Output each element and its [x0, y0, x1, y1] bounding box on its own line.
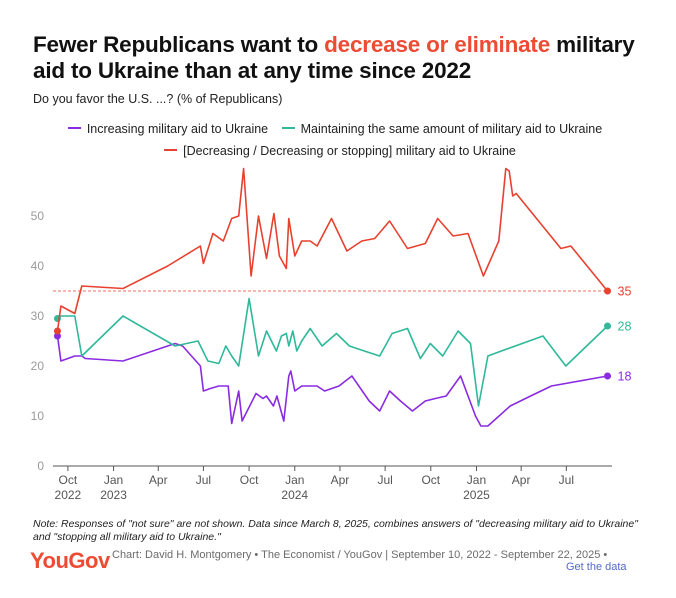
end-label-decrease: 35: [618, 285, 632, 299]
x-tick-label: Apr: [331, 473, 350, 487]
series-line-maintain: [57, 297, 609, 407]
get-the-data-link[interactable]: Get the data: [566, 561, 627, 573]
legend-swatch-maintain: [281, 127, 295, 130]
x-tick-label: Jan: [467, 473, 486, 487]
series-line-increase: [56, 335, 608, 427]
end-point-maintain: [604, 322, 612, 330]
x-tick-year-label: 2025: [463, 488, 490, 502]
chart-title: Fewer Republicans want to decrease or el…: [33, 32, 653, 84]
y-tick-label: 40: [31, 259, 45, 273]
x-tick-label: Apr: [149, 473, 168, 487]
legend-label-decrease: [Decreasing / Decreasing or stopping] mi…: [183, 144, 516, 158]
x-tick-label: Oct: [59, 473, 78, 487]
y-tick-label: 0: [37, 459, 44, 473]
yougov-logo: YouGov: [30, 548, 110, 573]
legend-item-decrease: [Decreasing / Decreasing or stopping] mi…: [164, 144, 516, 158]
title-highlight: decrease or eliminate: [324, 32, 551, 57]
legend-label-increase: Increasing military aid to Ukraine: [86, 122, 269, 136]
end-label-increase: 18: [618, 370, 632, 384]
end-point-increase: [604, 372, 612, 380]
series-line-decrease: [56, 167, 609, 332]
legend-swatch-decrease: [164, 149, 178, 152]
x-tick-label: Oct: [421, 473, 440, 487]
start-point-increase: [53, 332, 61, 340]
end-label-maintain: 28: [618, 320, 632, 334]
legend-item-maintain: Maintaining the same amount of military …: [281, 122, 603, 136]
x-tick-label: Jan: [104, 473, 123, 487]
end-point-decrease: [604, 287, 612, 295]
x-tick-label: Jul: [377, 473, 392, 487]
x-tick-year-label: 2023: [100, 488, 127, 502]
chart-note: Note: Responses of "not sure" are not sh…: [33, 518, 638, 543]
x-tick-label: Jul: [559, 473, 574, 487]
x-tick-label: Jul: [196, 473, 211, 487]
y-tick-label: 30: [31, 309, 45, 323]
y-tick-label: 10: [31, 409, 45, 423]
y-tick-label: 20: [31, 359, 45, 373]
x-tick-label: Oct: [240, 473, 259, 487]
x-tick-label: Jan: [285, 473, 304, 487]
legend-label-maintain: Maintaining the same amount of military …: [300, 122, 603, 136]
legend-item-increase: Increasing military aid to Ukraine: [67, 122, 269, 136]
legend-swatch-increase: [67, 127, 81, 130]
x-tick-year-label: 2024: [281, 488, 308, 502]
chart-credit: Chart: David H. Montgomery • The Economi…: [112, 549, 608, 561]
start-point-decrease: [53, 327, 61, 335]
legend: Increasing military aid to Ukraine Maint…: [60, 118, 620, 162]
y-tick-label: 50: [31, 209, 45, 223]
chart-subtitle: Do you favor the U.S. ...? (% of Republi…: [33, 92, 283, 106]
title-part-1: Fewer Republicans want to: [33, 32, 325, 57]
title-part-2: military aid to Ukraine than at any time…: [33, 32, 635, 83]
x-tick-year-label: 2022: [55, 488, 82, 502]
x-tick-label: Apr: [512, 473, 531, 487]
